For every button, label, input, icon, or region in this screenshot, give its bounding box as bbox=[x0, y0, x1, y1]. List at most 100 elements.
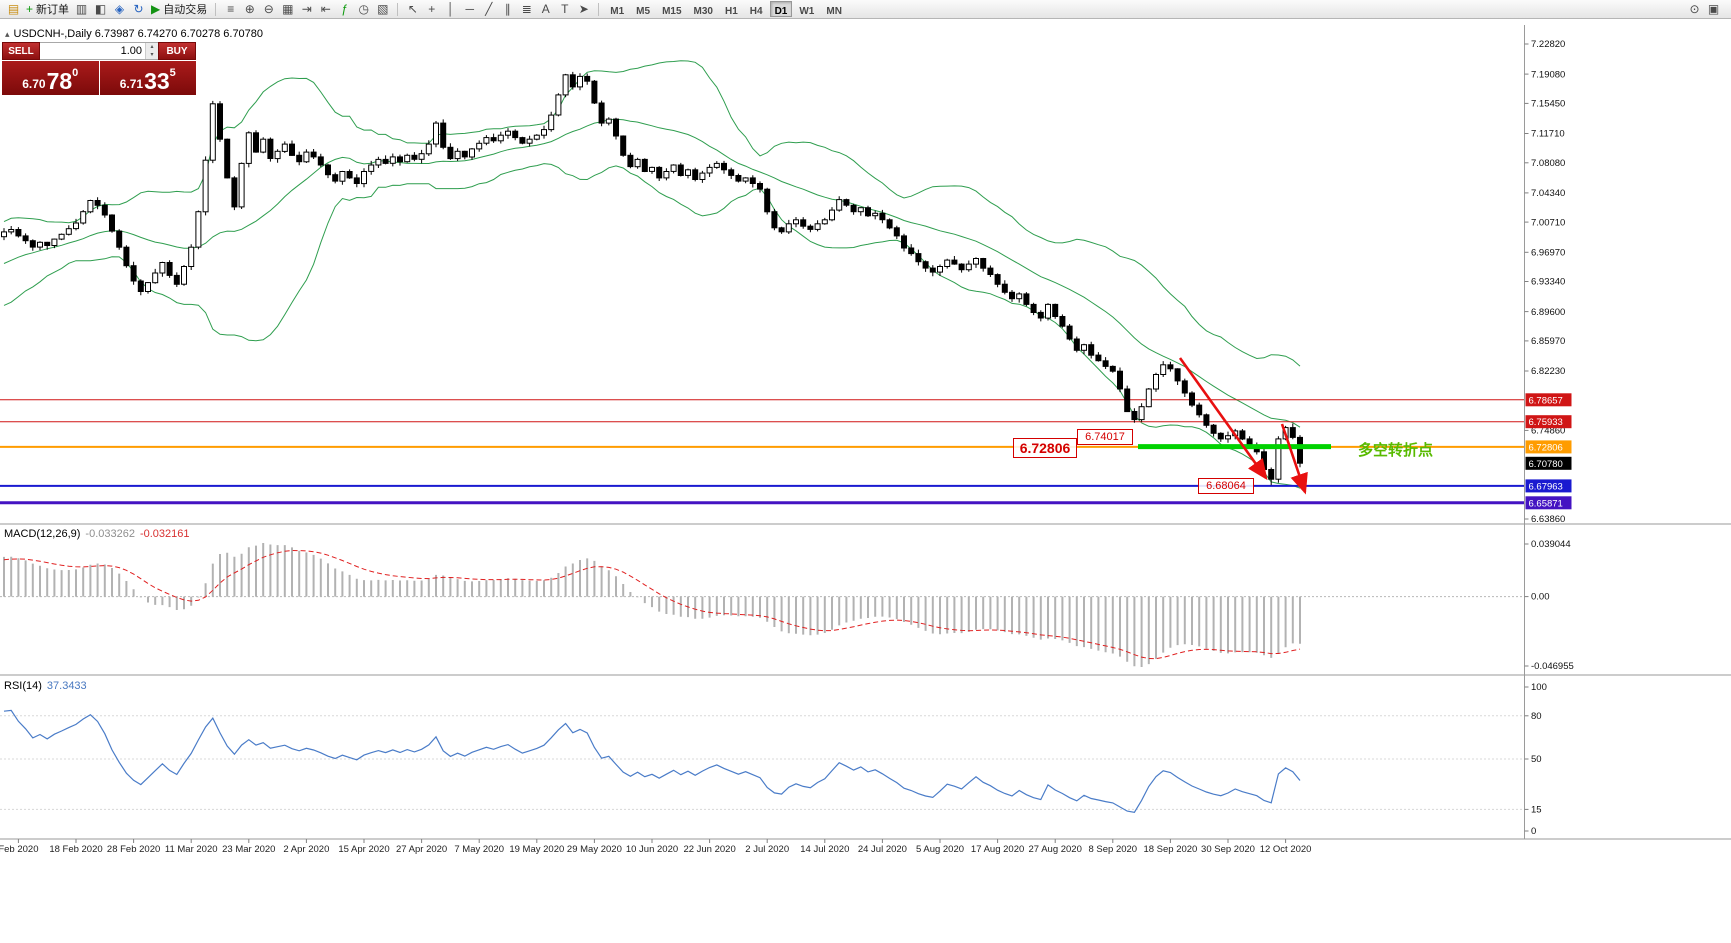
tile-windows-icon: ▦ bbox=[282, 2, 294, 16]
chart-shift-icon: ⇤ bbox=[320, 2, 331, 16]
sell-button[interactable]: SELL bbox=[2, 42, 40, 60]
macd-axis[interactable]: 0.039044 0.00 -0.046955 bbox=[1524, 539, 1574, 672]
toolbar-group-charts: ≡ ⊕ ⊖ ▦ ⇥ ⇤ ƒ ◷ ▧ bbox=[221, 1, 392, 18]
price-annotation-672806[interactable]: 6.72806 bbox=[1013, 438, 1077, 458]
profiles-icon: ▥ bbox=[75, 2, 88, 16]
bars-chart-icon[interactable]: ≡ bbox=[221, 1, 240, 18]
svg-text:24 Jul 2020: 24 Jul 2020 bbox=[858, 844, 907, 855]
svg-text:7.04340: 7.04340 bbox=[1531, 188, 1565, 199]
chart-window-icon[interactable]: ▤ bbox=[4, 1, 23, 18]
autotrading-button[interactable]: ▶ 自动交易 bbox=[148, 1, 210, 18]
timeframe-label: M30 bbox=[693, 6, 713, 17]
pane-separators bbox=[0, 523, 1731, 840]
new-order-button: + bbox=[26, 2, 34, 16]
trendline-icon: ╱ bbox=[485, 2, 493, 16]
indicators-icon: ƒ bbox=[341, 2, 349, 16]
templates-icon[interactable]: ▧ bbox=[373, 1, 392, 18]
bear-candles bbox=[15, 74, 1303, 480]
sell-price-small: 6.70 bbox=[22, 77, 46, 91]
chart-shift-icon[interactable]: ⇤ bbox=[316, 1, 335, 18]
vertical-line-icon[interactable]: │ bbox=[441, 1, 460, 18]
price-annotation-668064[interactable]: 6.68064 bbox=[1198, 478, 1254, 494]
macd-signal-value: -0.032161 bbox=[139, 528, 190, 540]
toolbar: ▤ + 新订单 ▥ ◧ ◈ ↻ ▶ 自动交易 ≡ ⊕ ⊖ ▦ ⇥ ⇤ ƒ ◷ ▧ ↖ + │ ─ ╱ ∥ ≣ A T ➤ M1 M5 M15… bbox=[0, 0, 1731, 19]
arrows-icon[interactable]: ➤ bbox=[574, 1, 593, 18]
periods-icon[interactable]: ◷ bbox=[354, 1, 373, 18]
navigator-icon: ◈ bbox=[114, 2, 125, 16]
search-icon[interactable]: ⊙ bbox=[1685, 1, 1704, 18]
svg-text:6.82230: 6.82230 bbox=[1531, 366, 1565, 377]
svg-text:6.74860: 6.74860 bbox=[1531, 426, 1565, 437]
trend-arrow-1[interactable] bbox=[1178, 357, 1268, 481]
macd-signal-line bbox=[3, 549, 1301, 660]
chart-title-ohlc: ▴ USDCNH-,Daily 6.73987 6.74270 6.70278 … bbox=[5, 28, 263, 40]
timeframe-m1-button[interactable]: M1 bbox=[605, 1, 629, 17]
buy-button[interactable]: BUY bbox=[158, 42, 196, 60]
channel-icon[interactable]: ∥ bbox=[498, 1, 517, 18]
price-annotation-674017[interactable]: 6.74017 bbox=[1077, 429, 1133, 445]
symbol-ohlc-text: USDCNH-,Daily 6.73987 6.74270 6.70278 6.… bbox=[13, 28, 264, 40]
volume-input[interactable] bbox=[40, 43, 145, 59]
svg-text:8 Sep 2020: 8 Sep 2020 bbox=[1088, 844, 1137, 855]
tile-windows-icon[interactable]: ▦ bbox=[278, 1, 297, 18]
toolbar-group-line-studies: ↖ + │ ─ ╱ ∥ ≣ A T ➤ bbox=[403, 1, 593, 18]
price-tag-6.72806: 6.72806 bbox=[1525, 440, 1572, 454]
timeframe-h4-button[interactable]: H4 bbox=[745, 1, 768, 17]
volume-up-icon[interactable]: ▴ bbox=[146, 43, 158, 51]
new-order-button-label: 新订单 bbox=[36, 4, 70, 16]
timeframe-m15-button[interactable]: M15 bbox=[657, 1, 686, 17]
collapse-panel-icon[interactable]: ▴ bbox=[5, 28, 10, 39]
zoom-out-icon: ⊖ bbox=[263, 2, 274, 16]
sell-price-box[interactable]: 6.70 78 0 bbox=[2, 61, 100, 95]
panels-icon[interactable]: ▣ bbox=[1704, 1, 1723, 18]
price-tag-6.70780: 6.70780 bbox=[1525, 456, 1572, 470]
timeframe-m30-button[interactable]: M30 bbox=[689, 1, 718, 17]
svg-text:6.96970: 6.96970 bbox=[1531, 248, 1565, 259]
price-axis[interactable]: 7.22820 7.19080 7.15450 7.11710 7.08080 7.043… bbox=[1524, 39, 1566, 525]
trend-arrow-2[interactable] bbox=[1280, 423, 1308, 495]
indicators-icon[interactable]: ƒ bbox=[335, 1, 354, 18]
rsi-name: RSI(14) bbox=[4, 680, 42, 692]
charts-grid-icon[interactable]: ◧ bbox=[91, 1, 110, 18]
crosshair-icon[interactable]: + bbox=[422, 1, 441, 18]
buy-price-small: 6.71 bbox=[119, 77, 144, 91]
rsi-axis[interactable]: 100 80 50 15 0 bbox=[1524, 682, 1547, 837]
timeframe-w1-button[interactable]: W1 bbox=[794, 1, 819, 17]
buy-price-box[interactable]: 6.71 33 5 bbox=[99, 61, 196, 95]
profiles-icon[interactable]: ▥ bbox=[72, 1, 91, 18]
zoom-in-icon[interactable]: ⊕ bbox=[240, 1, 259, 18]
timeframe-h1-button[interactable]: H1 bbox=[720, 1, 743, 17]
svg-text:6.75933: 6.75933 bbox=[1529, 417, 1563, 428]
volume-down-icon[interactable]: ▾ bbox=[146, 51, 158, 59]
horizontal-line-icon[interactable]: ─ bbox=[460, 1, 479, 18]
macd-header: MACD(12,26,9) -0.033262 -0.032161 bbox=[4, 528, 190, 540]
autoscroll-icon[interactable]: ⇥ bbox=[297, 1, 316, 18]
chart-window[interactable]: 7.22820 7.19080 7.15450 7.11710 7.08080 7.043… bbox=[0, 19, 1731, 943]
zoom-out-icon[interactable]: ⊖ bbox=[259, 1, 278, 18]
new-order-button[interactable]: + 新订单 bbox=[23, 1, 72, 18]
horizontal-line-icon: ─ bbox=[465, 2, 474, 16]
timeframe-d1-button[interactable]: D1 bbox=[769, 1, 793, 17]
turning-point-label[interactable]: 多空转折点 bbox=[1358, 442, 1434, 459]
svg-text:23 Mar 2020: 23 Mar 2020 bbox=[222, 844, 275, 855]
autotrading-button: ▶ bbox=[151, 2, 161, 16]
timeframe-mn-button[interactable]: MN bbox=[821, 1, 847, 17]
timeframe-m5-button[interactable]: M5 bbox=[631, 1, 655, 17]
label-icon[interactable]: T bbox=[555, 1, 574, 18]
toolbar-separator bbox=[215, 2, 217, 16]
svg-text:17 Aug 2020: 17 Aug 2020 bbox=[971, 844, 1024, 855]
chart-canvas[interactable]: 7.22820 7.19080 7.15450 7.11710 7.08080 7.043… bbox=[0, 19, 1731, 943]
svg-text:7.22820: 7.22820 bbox=[1531, 39, 1565, 50]
refresh-icon[interactable]: ↻ bbox=[129, 1, 148, 18]
cursor-icon[interactable]: ↖ bbox=[403, 1, 422, 18]
navigator-icon[interactable]: ◈ bbox=[110, 1, 129, 18]
timeframe-label: M1 bbox=[610, 6, 625, 17]
time-axis[interactable]: Feb 2020 18 Feb 2020 28 Feb 2020 11 Mar 202… bbox=[0, 839, 1311, 855]
horizontal-price-lines[interactable] bbox=[0, 399, 1524, 505]
text-icon[interactable]: A bbox=[536, 1, 555, 18]
fibonacci-icon[interactable]: ≣ bbox=[517, 1, 536, 18]
svg-text:11 Mar 2020: 11 Mar 2020 bbox=[165, 844, 218, 855]
bollinger-middle-band bbox=[3, 118, 1301, 428]
svg-text:22 Jun 2020: 22 Jun 2020 bbox=[683, 844, 735, 855]
trendline-icon[interactable]: ╱ bbox=[479, 1, 498, 18]
